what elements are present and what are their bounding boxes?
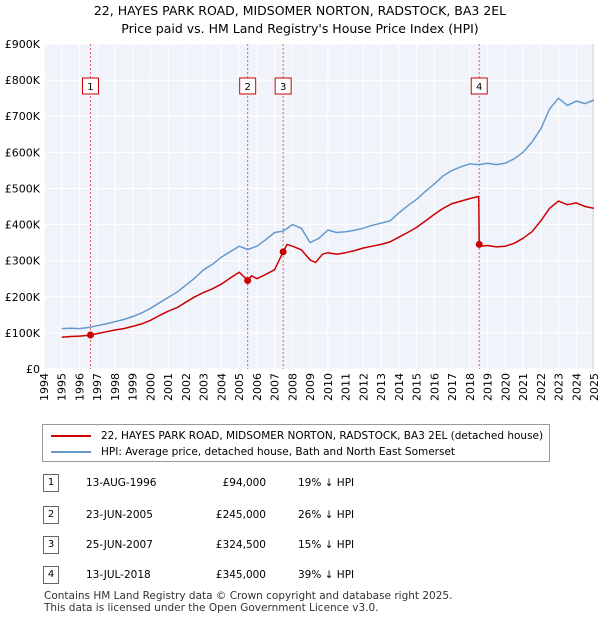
x-tick-label: 2004: [215, 373, 228, 401]
x-tick-label: 2007: [269, 373, 282, 401]
x-tick-label: 2017: [446, 373, 459, 401]
sale-number-label: 1: [87, 82, 93, 93]
sale-price: £94,000: [222, 477, 266, 489]
legend-item-hpi: HPI: Average price, detached house, Bath…: [51, 443, 455, 461]
y-tick-label: £0: [26, 363, 40, 376]
x-tick-label: 2001: [162, 373, 175, 401]
sale-point: [475, 240, 483, 248]
x-tick-label: 1996: [73, 373, 86, 401]
chart-subtitle: Price paid vs. HM Land Registry's House …: [121, 21, 479, 36]
x-tick-label: 2015: [411, 373, 424, 401]
legend-item-property: 22, HAYES PARK ROAD, MIDSOMER NORTON, RA…: [51, 427, 543, 445]
x-tick-label: 2009: [304, 373, 317, 401]
x-tick-label: 2014: [393, 373, 406, 401]
x-tick-label: 1994: [38, 373, 51, 401]
x-tick-label: 1999: [127, 373, 140, 401]
x-tick-label: 2003: [198, 373, 211, 401]
x-tick-label: 2005: [233, 373, 246, 401]
table-row: 3 25-JUN-2007 £324,500 15% ↓ HPI: [40, 536, 370, 554]
sale-date: 23-JUN-2005: [86, 509, 153, 521]
y-tick-label: £400K: [5, 219, 41, 232]
x-tick-label: 2018: [464, 373, 477, 401]
footer-licence: This data is licensed under the Open Gov…: [44, 602, 379, 614]
footer-copyright: Contains HM Land Registry data © Crown c…: [44, 590, 453, 602]
sale-date: 13-JUL-2018: [86, 569, 151, 581]
legend-label-hpi: HPI: Average price, detached house, Bath…: [101, 446, 456, 458]
y-tick-label: £900K: [5, 38, 41, 51]
x-tick-label: 2020: [499, 373, 512, 401]
x-tick-label: 1998: [109, 373, 122, 401]
sale-number-label: 3: [280, 82, 286, 93]
legend-label-property: 22, HAYES PARK ROAD, MIDSOMER NORTON, RA…: [101, 430, 544, 442]
sale-price: £245,000: [215, 509, 266, 521]
y-tick-label: £200K: [5, 291, 41, 304]
sale-number-box: [470, 77, 488, 95]
legend-swatch-hpi: [51, 451, 91, 453]
footer: Contains HM Land Registry data © Crown c…: [44, 590, 452, 614]
chart-title-block: 22, HAYES PARK ROAD, MIDSOMER NORTON, RA…: [0, 2, 600, 38]
table-row: 1 13-AUG-1996 £94,000 19% ↓ HPI: [40, 474, 370, 492]
sale-point: [244, 277, 252, 285]
sale-number-label: 2: [244, 82, 250, 93]
x-tick-label: 2011: [340, 373, 353, 401]
x-tick-label: 2016: [428, 373, 441, 401]
sale-hpi-diff: 19% ↓ HPI: [298, 477, 355, 489]
future-region: [592, 44, 594, 369]
sale-point: [279, 248, 287, 256]
y-tick-label: £500K: [5, 182, 41, 195]
legend: 22, HAYES PARK ROAD, MIDSOMER NORTON, RA…: [42, 424, 550, 462]
price-chart: £0 £100K £200K £300K £400K £500K £600K £700K £80…: [5, 38, 600, 401]
sale-number-badge: 1: [43, 474, 59, 492]
sale-number-badge: 2: [43, 506, 59, 524]
x-tick-label: 2023: [553, 373, 566, 401]
x-tick-label: 2021: [517, 373, 530, 401]
sale-number-box: [81, 77, 99, 95]
property-price-line: [61, 195, 595, 338]
x-tick-label: 2010: [322, 373, 335, 401]
sale-point: [86, 331, 94, 339]
sale-number-box: [239, 77, 257, 95]
y-tick-label: £600K: [5, 146, 41, 159]
table-row: 2 23-JUN-2005 £245,000 26% ↓ HPI: [40, 506, 370, 524]
x-tick-label: 1995: [56, 373, 69, 401]
x-tick-label: 2024: [570, 373, 583, 401]
y-tick-label: £700K: [5, 110, 41, 123]
x-tick-label: 2000: [144, 373, 157, 401]
sale-hpi-diff: 39% ↓ HPI: [298, 569, 355, 581]
sale-number-box: [274, 77, 292, 95]
x-tick-label: 2012: [357, 373, 370, 401]
table-row: 4 13-JUL-2018 £345,000 39% ↓ HPI: [40, 566, 370, 584]
sale-number-badge: 3: [43, 536, 59, 554]
sale-price: £324,500: [215, 539, 266, 551]
plot-area: [44, 44, 594, 369]
sale-date: 13-AUG-1996: [86, 477, 157, 489]
sale-date: 25-JUN-2007: [86, 539, 153, 551]
x-tick-label: 2008: [286, 373, 299, 401]
y-tick-label: £800K: [5, 74, 41, 87]
x-tick-label: 2013: [375, 373, 388, 401]
chart-title: 22, HAYES PARK ROAD, MIDSOMER NORTON, RA…: [93, 3, 507, 18]
sale-number-label: 4: [476, 82, 482, 93]
y-tick-label: £100K: [5, 327, 41, 340]
x-tick-label: 2006: [251, 373, 264, 401]
x-tick-label: 2025: [588, 373, 600, 401]
sale-number-badge: 4: [43, 566, 59, 584]
hpi-line: [61, 97, 595, 330]
legend-swatch-property: [51, 435, 91, 437]
x-tick-label: 2022: [535, 373, 548, 401]
y-tick-label: £300K: [5, 255, 41, 268]
sale-hpi-diff: 15% ↓ HPI: [298, 539, 355, 551]
x-tick-label: 2019: [482, 373, 495, 401]
x-tick-label: 1997: [91, 373, 104, 401]
sale-hpi-diff: 26% ↓ HPI: [298, 509, 355, 521]
x-tick-label: 2002: [180, 373, 193, 401]
sale-price: £345,000: [215, 569, 266, 581]
